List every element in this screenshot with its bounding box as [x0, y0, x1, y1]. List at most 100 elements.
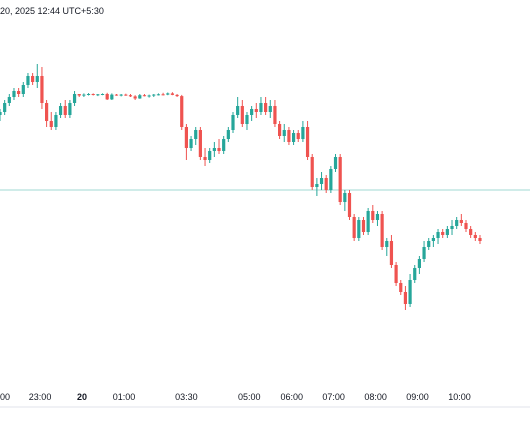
- candle-body: [464, 223, 468, 229]
- candle-body: [450, 226, 454, 229]
- candle: [343, 190, 347, 211]
- candle: [478, 235, 482, 244]
- candle-body: [170, 93, 175, 95]
- candle: [217, 139, 221, 154]
- candle: [315, 178, 319, 196]
- candle-body: [12, 91, 16, 97]
- candle: [17, 88, 21, 97]
- candle-body: [436, 232, 440, 238]
- candle: [40, 67, 44, 109]
- candle-body: [254, 109, 258, 112]
- candle: [278, 121, 282, 139]
- chart-header-datetime: 20, 2025 12:44 UTC+5:30: [0, 6, 104, 16]
- candle: [427, 238, 431, 250]
- candle-body: [329, 169, 333, 190]
- candle-body: [58, 106, 63, 115]
- candle: [170, 92, 175, 96]
- candle: [110, 93, 114, 100]
- candle: [385, 238, 389, 256]
- candle-body: [236, 106, 240, 115]
- candle-body: [352, 217, 356, 238]
- candle: [21, 82, 25, 97]
- x-tick-label: 03:30: [175, 392, 198, 402]
- candle-body: [208, 151, 212, 160]
- candle: [82, 93, 86, 97]
- x-tick-label: 06:00: [280, 392, 303, 402]
- candle-body: [217, 148, 221, 151]
- candle-body: [319, 178, 324, 184]
- candle-body: [91, 94, 95, 95]
- candle-body: [394, 265, 398, 283]
- candle: [436, 229, 440, 244]
- candle: [417, 256, 421, 274]
- candle: [194, 127, 198, 145]
- candle-body: [63, 106, 67, 115]
- candle: [301, 121, 305, 142]
- candle: [310, 154, 314, 190]
- candle: [58, 103, 63, 118]
- candle-body: [473, 235, 477, 238]
- candle: [152, 94, 156, 97]
- candle-body: [324, 178, 328, 190]
- candle-body: [161, 94, 165, 96]
- candle: [375, 211, 380, 226]
- candle-body: [7, 97, 11, 103]
- candle: [469, 226, 473, 238]
- candle-body: [315, 184, 319, 187]
- candle: [464, 220, 468, 232]
- candle-body: [21, 85, 25, 94]
- candle-body: [3, 103, 7, 112]
- candle: [198, 127, 202, 160]
- candle-body: [305, 127, 310, 157]
- candle-body: [296, 133, 300, 139]
- candle-body: [166, 93, 170, 95]
- candle-body: [175, 94, 179, 97]
- candle: [105, 92, 109, 100]
- candle: [445, 226, 449, 238]
- candle: [408, 274, 412, 307]
- candle: [45, 100, 49, 127]
- candle-body: [49, 121, 53, 127]
- candle: [441, 229, 445, 238]
- candle: [352, 214, 356, 241]
- candle-body: [17, 91, 21, 94]
- candle-body: [147, 95, 151, 97]
- candle: [12, 88, 16, 100]
- candle-body: [240, 106, 244, 124]
- candle-body: [68, 103, 72, 115]
- candle: [473, 232, 477, 241]
- x-tick-label: 00: [0, 392, 10, 402]
- candle: [128, 94, 133, 97]
- candle: [399, 280, 403, 295]
- candle: [231, 112, 235, 133]
- time-axis-ticks[interactable]: 00 23:00 20 01:00 03:30 05:00 06:00 07:00 08:00 0…: [0, 392, 471, 402]
- candle-body: [366, 211, 370, 232]
- candle-body: [417, 259, 421, 268]
- candle-body: [194, 130, 198, 139]
- candle: [366, 208, 370, 235]
- candle-body: [72, 94, 77, 103]
- candle: [49, 112, 53, 130]
- candle: [96, 94, 100, 97]
- candle-body: [35, 76, 39, 82]
- candle: [291, 130, 296, 145]
- candle-body: [119, 94, 123, 96]
- candle: [268, 100, 272, 118]
- candle: [175, 94, 179, 97]
- candle-body: [96, 94, 100, 96]
- candle-body: [278, 124, 282, 136]
- candle: [100, 93, 105, 96]
- candle: [184, 124, 188, 160]
- candle-body: [114, 94, 119, 96]
- candle-body: [385, 241, 389, 247]
- candle-body: [198, 130, 202, 157]
- candle: [296, 130, 300, 142]
- candle: [31, 73, 35, 85]
- candle-body: [212, 148, 216, 151]
- candle-body: [100, 94, 105, 95]
- candle: [63, 100, 67, 118]
- candle-body: [287, 130, 291, 142]
- candle: [413, 265, 417, 283]
- candle-body: [413, 268, 417, 280]
